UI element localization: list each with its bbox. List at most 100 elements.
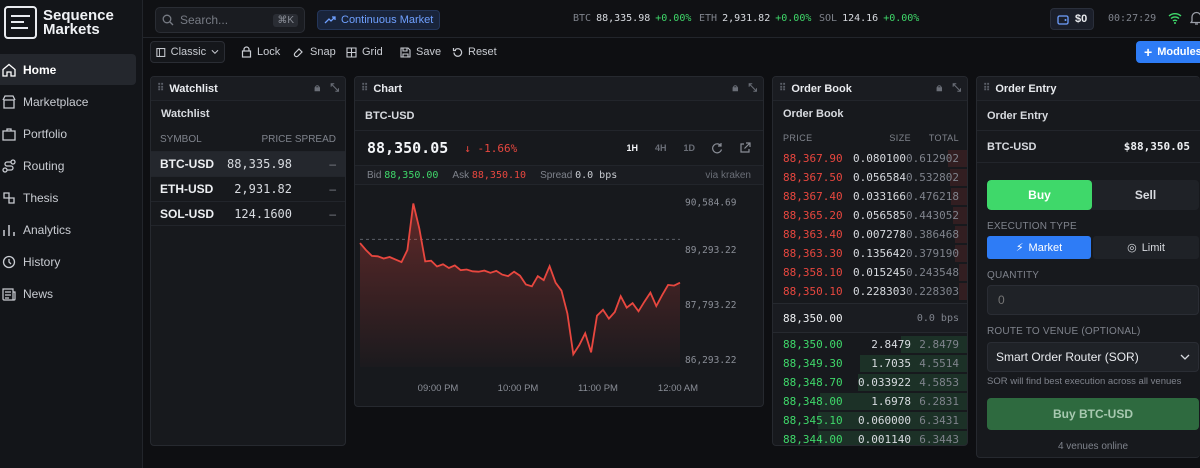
collapse-icon[interactable]: ⤡: [330, 82, 339, 94]
route-select[interactable]: Smart Order Router (SOR): [987, 342, 1199, 372]
ticker-price: 2,931.82: [722, 13, 771, 24]
market-mode-badge[interactable]: Continuous Market: [317, 10, 441, 30]
y-tick-label: 89,293.22: [685, 245, 736, 256]
ask-total: 0.379190: [906, 247, 959, 260]
refresh-icon[interactable]: [711, 142, 723, 154]
reset-button[interactable]: Reset: [452, 46, 497, 58]
ticker-symbol: SOL: [819, 13, 838, 24]
limit-button[interactable]: ◎ Limit: [1093, 236, 1199, 259]
bid-total: 4.5514: [919, 357, 959, 370]
bid-row[interactable]: 88,348.70 0.033922 4.5853: [773, 373, 967, 392]
drag-handle-icon[interactable]: ⠿: [983, 83, 990, 94]
grid-label: Grid: [362, 46, 383, 58]
search-input[interactable]: Search... ⌘K: [155, 7, 305, 33]
lock-icon[interactable]: 🔒︎: [936, 82, 943, 94]
bid-row[interactable]: 88,350.00 2.8479 2.8479: [773, 335, 967, 354]
bid-row[interactable]: 88,349.30 1.7035 4.5514: [773, 354, 967, 373]
panel-header[interactable]: ⠿ Watchlist 🔒︎ ⤡: [151, 77, 345, 101]
panel-header[interactable]: ⠿ Order Book 🔒︎ ⤡: [773, 77, 967, 101]
sell-tab[interactable]: Sell: [1134, 188, 1157, 202]
logo[interactable]: Sequence Markets: [4, 6, 114, 39]
ask-row[interactable]: 88,358.10 0.015245 0.243548: [773, 263, 967, 282]
modules-label: Modules: [1157, 46, 1200, 58]
panel-header[interactable]: ⠿ Order Entry: [977, 77, 1200, 101]
row-spread: –: [329, 206, 336, 221]
watchlist-subtitle: Watchlist: [161, 108, 210, 120]
sidebar-item-portfolio[interactable]: Portfolio: [0, 118, 136, 149]
column-price: PRICE: [783, 133, 813, 143]
buy-tab[interactable]: Buy: [987, 180, 1092, 210]
panel-header[interactable]: ⠿ Chart 🔒︎ ⤡: [355, 77, 763, 101]
ask-total: 0.228303: [906, 285, 959, 298]
ask-row[interactable]: 88,363.30 0.135642 0.379190: [773, 244, 967, 263]
lock-button[interactable]: Lock: [241, 46, 280, 58]
route-label: ROUTE TO VENUE (OPTIONAL): [987, 326, 1141, 337]
collapse-icon[interactable]: ⤡: [748, 82, 757, 94]
snap-button[interactable]: Snap: [293, 46, 336, 58]
ticker-symbol: BTC: [573, 13, 592, 24]
drag-handle-icon[interactable]: ⠿: [779, 83, 786, 94]
market-mode-label: Continuous Market: [341, 14, 434, 26]
ask-total: 0.386468: [906, 228, 959, 241]
bid-size: 1.6978: [871, 395, 911, 408]
sidebar-item-analytics[interactable]: Analytics: [0, 214, 136, 245]
timeframe-1h-button[interactable]: 1H: [626, 143, 638, 153]
order-entry-price: $88,350.05: [1123, 140, 1190, 153]
depth-bar: [860, 355, 967, 372]
row-spread: –: [329, 182, 336, 196]
bid-value: 88,350.00: [384, 169, 439, 181]
sidebar-item-home[interactable]: Home: [0, 54, 136, 85]
modules-button[interactable]: + Modules: [1136, 41, 1200, 63]
drag-handle-icon[interactable]: ⠿: [157, 83, 164, 94]
wallet-balance[interactable]: $0: [1050, 8, 1095, 30]
sidebar-item-news[interactable]: News: [0, 278, 136, 309]
ask-row[interactable]: 88,367.90 0.080100 0.612902: [773, 149, 967, 168]
watchlist-row[interactable]: BTC-USD 88,335.98 –: [151, 151, 345, 176]
order-entry-subtitle: Order Entry: [987, 109, 1049, 122]
collapse-icon[interactable]: ⤡: [952, 82, 961, 94]
sidebar-item-marketplace[interactable]: Marketplace: [0, 86, 136, 117]
lock-icon[interactable]: 🔒︎: [314, 82, 321, 94]
ask-row[interactable]: 88,365.20 0.056585 0.443052: [773, 206, 967, 225]
sidebar-item-history[interactable]: History: [0, 246, 136, 277]
grid-button[interactable]: Grid: [346, 46, 383, 58]
lock-icon[interactable]: 🔒︎: [732, 82, 739, 94]
watchlist-row[interactable]: ETH-USD 2,931.82 –: [151, 176, 345, 201]
bid-total: 6.3443: [919, 433, 959, 446]
ask-row[interactable]: 88,367.40 0.033166 0.476218: [773, 187, 967, 206]
panel-title: Order Entry: [995, 82, 1057, 95]
sidebar-item-label: Marketplace: [23, 94, 89, 109]
sidebar-item-label: Routing: [23, 158, 65, 173]
drag-handle-icon[interactable]: ⠿: [361, 83, 368, 94]
ask-row[interactable]: 88,367.50 0.056584 0.532802: [773, 168, 967, 187]
bid-row[interactable]: 88,344.00 0.001140 6.3443: [773, 430, 967, 446]
timeframe-4h-button[interactable]: 4H: [654, 143, 667, 153]
sidebar-item-label: History: [23, 254, 61, 269]
ticker-price: 88,335.98: [596, 13, 651, 24]
timeframe-1d-button[interactable]: 1D: [683, 143, 695, 153]
y-tick-label: 87,793.22: [685, 300, 736, 311]
ticker-change: +0.00%: [775, 13, 812, 24]
sidebar-item-routing[interactable]: Routing: [0, 150, 136, 181]
quantity-input[interactable]: [987, 285, 1199, 315]
bid-row[interactable]: 88,348.00 1.6978 6.2831: [773, 392, 967, 411]
ask-row[interactable]: 88,350.10 0.228303 0.228303: [773, 282, 967, 301]
bell-icon[interactable]: [1190, 11, 1200, 25]
submit-order-button[interactable]: Buy BTC-USD: [987, 398, 1199, 430]
target-icon: ◎: [1127, 242, 1137, 254]
sidebar-item-label: Analytics: [23, 222, 72, 237]
sidebar-item-thesis[interactable]: Thesis: [0, 182, 136, 213]
sidebar: Sequence Markets Home Marketplace Portfo…: [0, 0, 143, 468]
chart-last-price: 88,350.05: [367, 139, 449, 157]
watchlist-row[interactable]: SOL-USD 124.1600 –: [151, 201, 345, 226]
briefcase-icon: [2, 127, 16, 141]
ask-row[interactable]: 88,363.40 0.007278 0.386468: [773, 225, 967, 244]
bid-total: 6.2831: [919, 395, 959, 408]
market-button[interactable]: ⚡︎ Market: [987, 236, 1091, 259]
price-chart[interactable]: 90,584.69 89,293.22 87,793.22 86,293.22 09:0…: [355, 185, 763, 407]
bid-row[interactable]: 88,345.10 0.060000 6.3431: [773, 411, 967, 430]
price-area: [360, 203, 680, 367]
save-button[interactable]: Save: [400, 46, 441, 58]
layout-select[interactable]: Classic: [150, 41, 225, 63]
external-link-icon[interactable]: [739, 142, 751, 154]
